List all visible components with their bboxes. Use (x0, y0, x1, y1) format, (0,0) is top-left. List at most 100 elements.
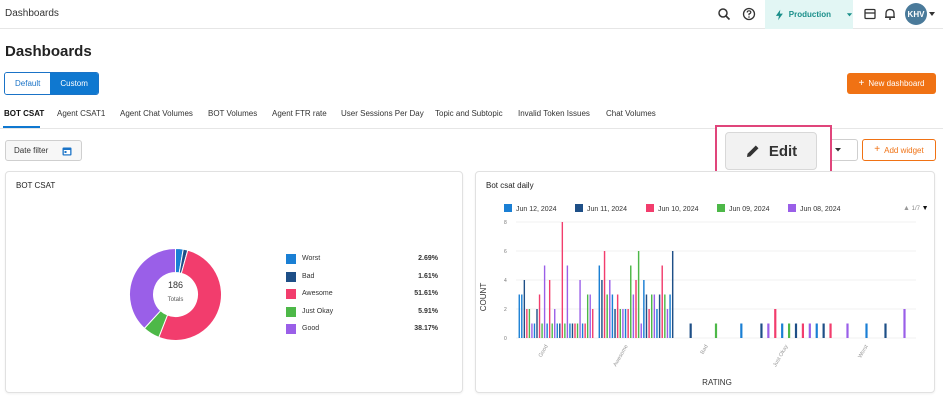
tab-agent-ftr-rate[interactable]: Agent FTR rate (272, 109, 327, 118)
environment-selector[interactable]: Production (765, 0, 853, 29)
bar-good[interactable] (579, 280, 581, 338)
bar-awesome[interactable] (666, 309, 669, 338)
bar-awesome[interactable] (603, 251, 606, 338)
bar-good[interactable] (528, 309, 531, 338)
bar-good[interactable] (586, 294, 589, 339)
bar-just-okay[interactable] (829, 323, 832, 339)
bar-awesome[interactable] (671, 251, 674, 338)
bar-awesome[interactable] (601, 280, 603, 338)
bar-good[interactable] (538, 294, 541, 339)
bar-awesome[interactable] (656, 309, 658, 338)
bar-good[interactable] (564, 323, 566, 339)
bar-bad[interactable] (714, 323, 718, 339)
bar-awesome[interactable] (624, 309, 627, 338)
tab-chat-volumes[interactable]: Chat Volumes (606, 109, 656, 118)
edit-button[interactable]: Edit (725, 132, 817, 170)
bar-good[interactable] (551, 323, 553, 339)
search-icon[interactable] (717, 7, 731, 21)
tab-bot-volumes[interactable]: BOT Volumes (208, 109, 258, 118)
bar-awesome[interactable] (609, 280, 611, 338)
tab-invalid-token-issues[interactable]: Invalid Token Issues (518, 109, 590, 118)
series-legend-item[interactable]: Jun 11, 2024 (575, 204, 627, 214)
series-legend-item[interactable]: Jun 09, 2024 (717, 204, 769, 214)
bar-awesome[interactable] (648, 309, 650, 338)
bar-good[interactable] (592, 309, 594, 338)
pager-down-icon[interactable]: ▼ (921, 205, 929, 212)
bar-good[interactable] (526, 309, 528, 338)
bar-good[interactable] (581, 323, 584, 339)
bar-just-okay[interactable] (794, 323, 798, 339)
bar-awesome[interactable] (616, 294, 619, 339)
bar-good[interactable] (536, 309, 538, 338)
bar-good[interactable] (548, 280, 551, 338)
avatar-caret-icon[interactable] (929, 12, 935, 16)
bar-good[interactable] (589, 294, 591, 339)
bar-just-okay[interactable] (781, 323, 784, 339)
bar-awesome[interactable] (630, 265, 632, 339)
bar-just-okay[interactable] (815, 323, 818, 339)
custom-view-button[interactable]: Custom (50, 73, 98, 94)
bar-good[interactable] (574, 323, 576, 339)
series-legend-item[interactable]: Jun 08, 2024 (788, 204, 840, 214)
bar-bad[interactable] (740, 323, 743, 339)
bar-awesome[interactable] (611, 294, 614, 339)
bar-awesome[interactable] (627, 309, 629, 338)
bar-bad[interactable] (689, 323, 692, 339)
bar-good[interactable] (576, 323, 579, 339)
bar-just-okay[interactable] (822, 323, 825, 339)
bar-good[interactable] (566, 265, 569, 339)
bar-worst[interactable] (884, 323, 887, 339)
bar-good[interactable] (554, 309, 556, 338)
bar-awesome[interactable] (598, 265, 601, 339)
bar-awesome[interactable] (632, 294, 635, 339)
bar-worst[interactable] (903, 309, 906, 338)
tab-topic-and-subtopic[interactable]: Topic and Subtopic (435, 109, 503, 118)
bar-awesome[interactable] (606, 294, 608, 339)
tab-user-sessions-per-day[interactable]: User Sessions Per Day (341, 109, 424, 118)
bar-awesome[interactable] (640, 323, 642, 339)
bar-just-okay[interactable] (774, 309, 777, 338)
bar-awesome[interactable] (614, 309, 616, 338)
pager-up-icon[interactable]: ▲ (903, 205, 910, 212)
default-view-button[interactable]: Default (5, 73, 51, 94)
bar-good[interactable] (569, 323, 571, 339)
bar-good[interactable] (523, 280, 526, 338)
bar-awesome[interactable] (669, 294, 671, 339)
bar-awesome[interactable] (661, 265, 663, 339)
bar-awesome[interactable] (658, 294, 661, 339)
bar-just-okay[interactable] (801, 323, 805, 339)
bar-awesome[interactable] (643, 280, 645, 338)
tab-agent-csat1[interactable]: Agent CSAT1 (57, 109, 106, 118)
bar-good[interactable] (518, 294, 520, 339)
bar-awesome[interactable] (651, 294, 653, 339)
bar-good[interactable] (521, 294, 523, 339)
bar-good[interactable] (533, 323, 536, 339)
bar-just-okay[interactable] (760, 323, 763, 339)
bar-awesome[interactable] (637, 251, 640, 338)
bar-awesome[interactable] (645, 294, 648, 339)
help-icon[interactable] (742, 7, 756, 21)
store-icon[interactable] (863, 7, 877, 21)
bar-good[interactable] (546, 323, 548, 339)
bar-just-okay[interactable] (767, 323, 770, 339)
legend-pager[interactable]: ▲ 1/7 ▼ (903, 205, 929, 212)
series-legend-item[interactable]: Jun 12, 2024 (504, 204, 556, 214)
add-widget-button[interactable]: + Add widget (862, 139, 936, 161)
bar-worst[interactable] (865, 323, 868, 339)
bar-awesome[interactable] (619, 309, 621, 338)
bar-good[interactable] (556, 323, 558, 339)
tab-bot-csat[interactable]: BOT CSAT (4, 109, 45, 118)
bar-awesome[interactable] (664, 294, 666, 339)
series-legend-item[interactable]: Jun 10, 2024 (646, 204, 698, 214)
bar-good[interactable] (543, 265, 546, 339)
bar-awesome[interactable] (653, 294, 656, 339)
bar-just-okay[interactable] (808, 323, 811, 339)
bar-good[interactable] (571, 323, 574, 339)
bar-good[interactable] (541, 323, 543, 339)
bar-good[interactable] (561, 222, 564, 338)
date-filter-button[interactable]: Date filter (5, 140, 82, 161)
bar-awesome[interactable] (635, 280, 637, 338)
bar-good[interactable] (584, 323, 586, 339)
bar-worst[interactable] (846, 323, 849, 339)
bar-good[interactable] (559, 323, 561, 339)
